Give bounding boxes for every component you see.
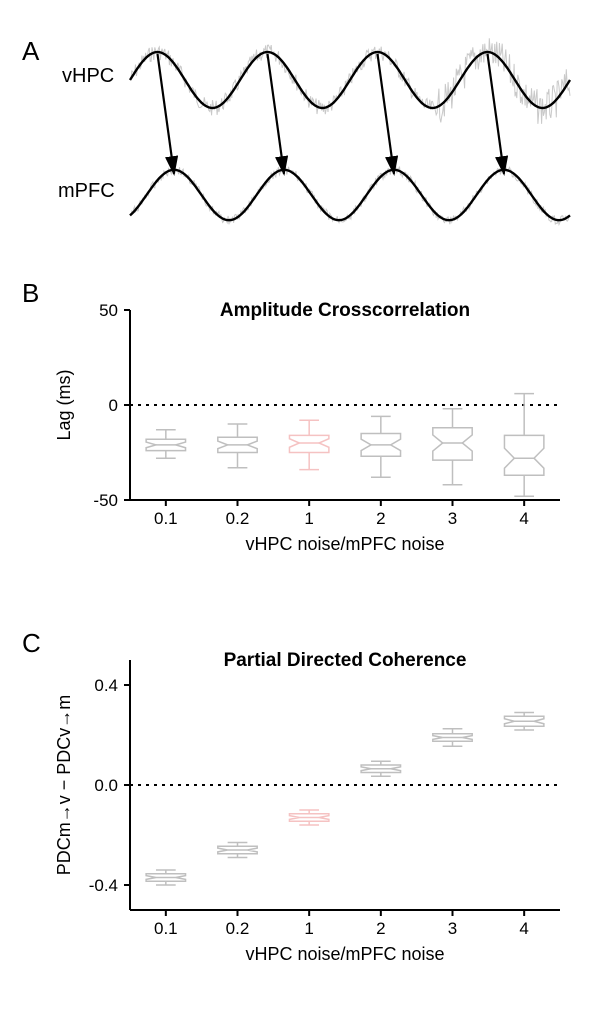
y-tick-label: 50 bbox=[99, 301, 118, 320]
figure-svg: AvHPC mPFC B Amplitude Crosscorrelation -50 0… bbox=[0, 0, 596, 1024]
x-tick-label: 0.1 bbox=[154, 919, 178, 938]
lead-arrow bbox=[158, 54, 175, 174]
x-tick-label: 0.1 bbox=[154, 509, 178, 528]
box bbox=[289, 435, 328, 452]
y-tick-label: 0 bbox=[109, 396, 118, 415]
y-tick-label: 0.0 bbox=[94, 776, 118, 795]
x-tick-label: 3 bbox=[448, 919, 457, 938]
box bbox=[433, 428, 472, 460]
y-axis-label: Lag (ms) bbox=[54, 369, 74, 440]
y-tick-label: -0.4 bbox=[89, 876, 118, 895]
lead-arrow bbox=[488, 54, 505, 174]
x-axis-label: vHPC noise/mPFC noise bbox=[245, 944, 444, 964]
lead-arrow bbox=[378, 54, 395, 174]
x-tick-label: 4 bbox=[519, 509, 528, 528]
panel-c-label: C bbox=[22, 628, 41, 658]
y-tick-label: 0.4 bbox=[94, 676, 118, 695]
panel-b-title: Amplitude Crosscorrelation bbox=[220, 300, 470, 321]
box bbox=[504, 435, 543, 475]
mpfc-filtered-trace bbox=[130, 170, 570, 220]
panel-a: AvHPC mPFC bbox=[22, 36, 570, 224]
x-axis-label: vHPC noise/mPFC noise bbox=[245, 534, 444, 554]
x-tick-label: 2 bbox=[376, 509, 385, 528]
y-tick-label: -50 bbox=[93, 491, 118, 510]
x-tick-label: 1 bbox=[304, 509, 313, 528]
x-tick-label: 1 bbox=[304, 919, 313, 938]
panel-b: B Amplitude Crosscorrelation -50 0 50 0.1 0.2 1… bbox=[22, 278, 560, 554]
x-tick-label: 3 bbox=[448, 509, 457, 528]
mpfc-label: mPFC bbox=[58, 180, 115, 202]
x-tick-label: 0.2 bbox=[226, 509, 250, 528]
x-tick-label: 0.2 bbox=[226, 919, 250, 938]
lead-arrow bbox=[268, 54, 285, 174]
panel-b-label: B bbox=[22, 278, 39, 308]
y-axis-label: PDCm→v − PDCv→m bbox=[54, 695, 74, 876]
panel-a-label: A bbox=[22, 36, 40, 66]
vhpc-filtered-trace bbox=[130, 52, 570, 108]
panel-c: C Partial Directed Coherence -0.4 0.0 0.4 0.1… bbox=[22, 628, 560, 964]
x-tick-label: 4 bbox=[519, 919, 528, 938]
panel-c-title: Partial Directed Coherence bbox=[224, 650, 467, 671]
vhpc-label: vHPC bbox=[62, 65, 114, 87]
x-tick-label: 2 bbox=[376, 919, 385, 938]
